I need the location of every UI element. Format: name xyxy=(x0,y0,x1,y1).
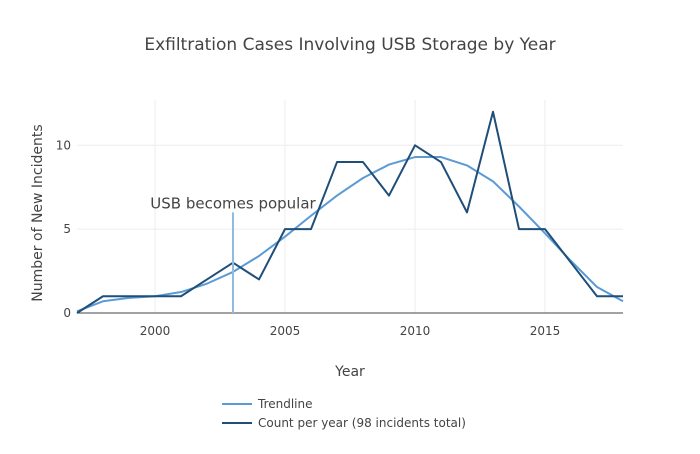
y-tick-label: 5 xyxy=(63,222,71,236)
y-tick-label: 0 xyxy=(63,306,71,320)
x-tick-label: 2010 xyxy=(400,324,431,338)
annotation-text: USB becomes popular xyxy=(150,194,316,212)
x-axis-label: Year xyxy=(334,364,365,380)
x-tick-label: 2000 xyxy=(140,324,171,338)
x-tick-label: 2015 xyxy=(530,324,561,338)
count-series xyxy=(76,110,623,314)
y-tick-label: 10 xyxy=(56,138,71,152)
trendline-series xyxy=(76,156,624,313)
legend-label: Count per year (98 incidents total) xyxy=(258,416,466,430)
chart-title: Exfiltration Cases Involving USB Storage… xyxy=(144,35,555,55)
y-axis-label: Number of New Incidents xyxy=(30,124,46,301)
x-tick-label: 2005 xyxy=(270,324,301,338)
legend-label: Trendline xyxy=(257,397,313,411)
